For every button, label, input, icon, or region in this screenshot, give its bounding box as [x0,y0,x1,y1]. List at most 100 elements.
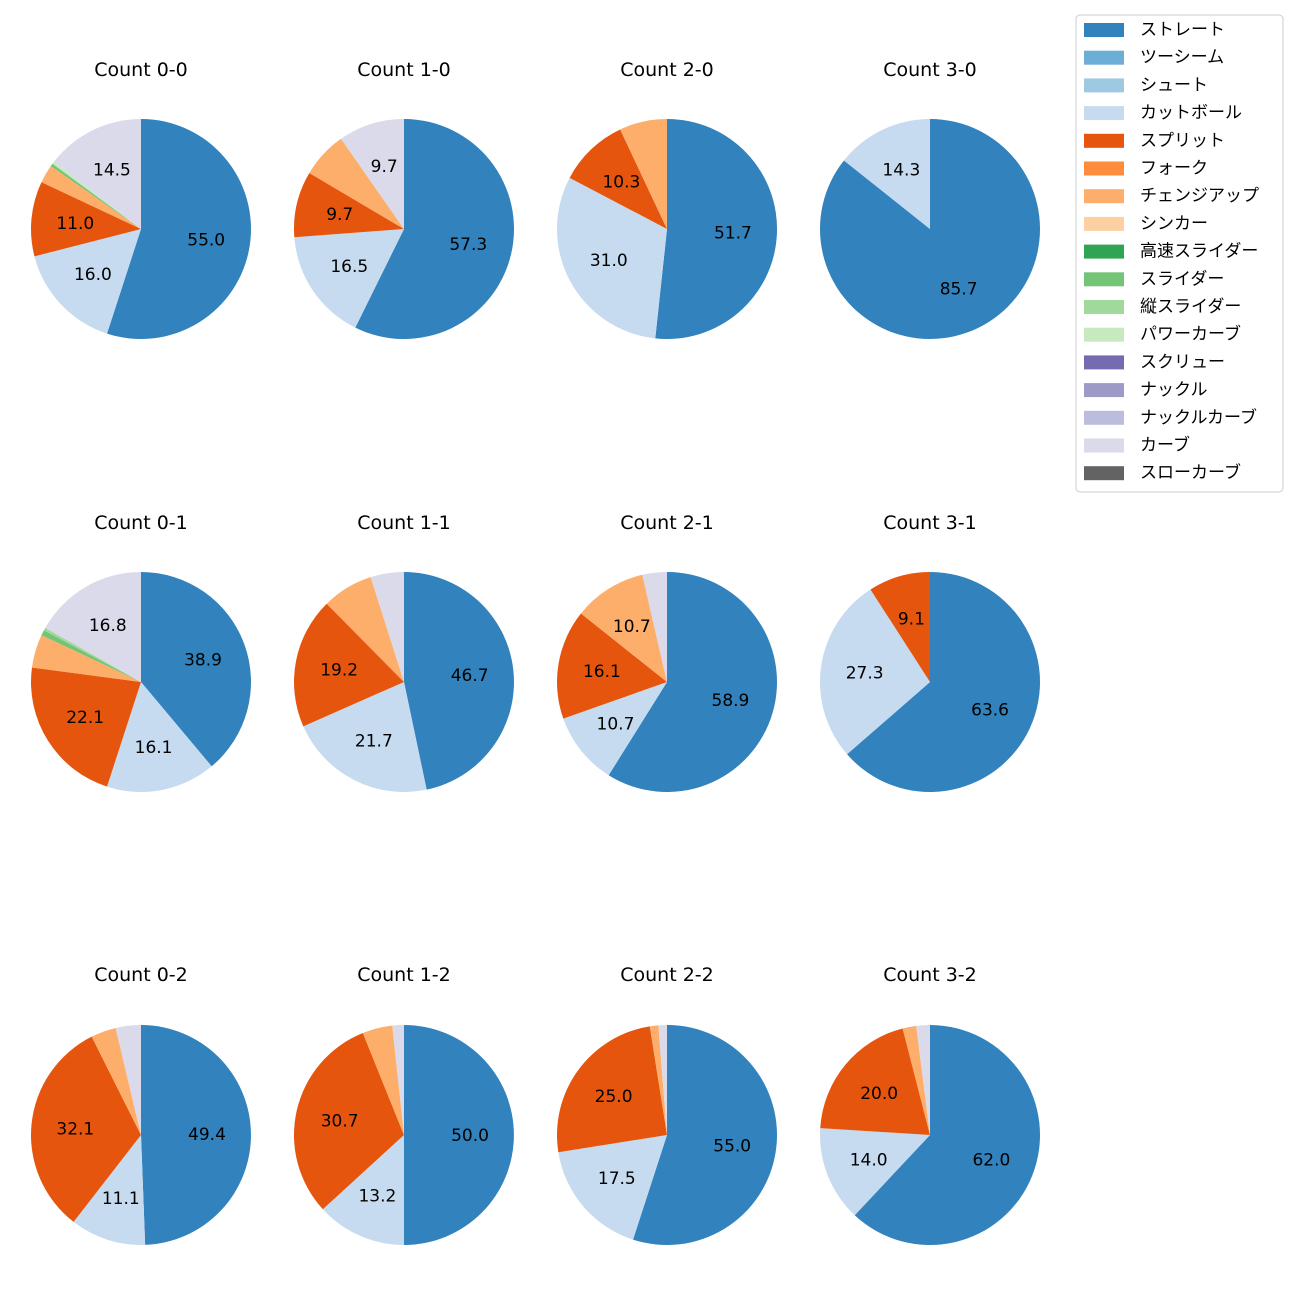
pie-slice [326,577,404,682]
pie-slice [558,1135,667,1240]
slice-label: 16.1 [583,662,621,682]
legend-swatch [1084,23,1124,37]
slice-label: 62.0 [972,1150,1010,1170]
slice-label: 57.3 [449,235,487,255]
pie-slice [294,229,404,328]
legend-label: 高速スライダー [1140,242,1258,262]
pie-slice [362,1025,404,1135]
legend-label: チェンジアップ [1140,186,1259,206]
chart-title: Count 1-1 [357,512,451,534]
pie-slice [115,1025,141,1135]
pie-chart: Count 0-2 49.4 11.1 32.1 [31,964,251,1245]
pie-slice [820,119,1041,340]
legend-swatch [1084,133,1124,148]
pie-slice [854,1025,1040,1245]
slice-label: 9.1 [898,610,925,630]
pie-slice [73,1135,146,1245]
pie-chart: Count 3-2 62.0 14.0 20.0 [820,964,1040,1245]
pie-slice [556,177,667,339]
legend-label: パワーカーブ [1140,324,1241,345]
chart-title: Count 3-2 [883,964,977,986]
legend-item: ストレート [1084,20,1225,40]
legend-label: ツーシーム [1140,48,1224,68]
legend-item: ナックル [1084,380,1208,400]
pie-chart: Count 2-1 58.9 10.7 16.1 10.7 [556,512,778,792]
legend-label: スライダー [1140,269,1224,289]
legend-label: スクリュー [1140,352,1225,372]
chart-title: Count 3-1 [883,512,977,534]
legend-item: カットボール [1084,103,1242,123]
legend-label: カーブ [1140,435,1190,456]
legend-swatch [1084,161,1124,176]
pie-slice [655,118,778,339]
legend-swatch [1084,410,1124,425]
slice-label: 9.7 [371,157,398,177]
pie-slice [45,572,141,682]
pie-slice [31,182,142,257]
pie-chart: Count 0-1 38.9 16.1 22.1 16.8 [31,512,251,793]
pie-chart: Count 2-2 55.0 17.5 25.0 [556,964,777,1245]
legend-label: ナックル [1140,380,1208,400]
legend-item: フォーク [1084,159,1208,179]
pie-slice [580,574,667,682]
pie-chart: Count 0-0 55.0 16.0 11.0 14.5 [31,59,251,339]
slice-label: 85.7 [940,279,978,299]
legend-swatch [1084,438,1124,453]
chart-title: Count 0-0 [94,59,188,81]
slice-label: 10.3 [602,172,640,192]
legend-item: 高速スライダー [1084,242,1258,262]
legend-label: ストレート [1140,20,1225,40]
slice-label: 49.4 [188,1125,226,1145]
pie-slice [31,1036,141,1222]
slice-label: 30.7 [321,1111,359,1131]
pie-slice [107,119,251,339]
legend-swatch [1084,355,1124,370]
slice-label: 46.7 [451,666,489,686]
legend-item: シュート [1084,75,1208,95]
legend-swatch [1084,78,1124,93]
legend-swatch [1084,272,1124,287]
pie-slice [31,667,142,787]
slice-label: 25.0 [595,1087,633,1107]
slice-label: 20.0 [860,1084,898,1104]
legend-swatch [1084,244,1124,259]
legend-item: スローカーブ [1084,462,1241,483]
pie-slice [141,572,251,767]
pie-slice [556,1026,667,1153]
pie-slice [41,166,141,229]
pie-chart: Count 1-2 50.0 13.2 30.7 [293,964,514,1246]
pie-slice [608,572,778,792]
pie-slice [309,138,404,229]
pie-slice [569,129,667,229]
pie-chart: Count 2-0 51.7 31.0 10.3 [556,59,778,339]
pie-chart: Count 3-0 85.7 14.3 [820,59,1041,340]
legend-item: シンカー [1084,214,1208,234]
chart-title: Count 2-2 [620,964,714,986]
pie-slice [870,572,930,682]
legend-item: スプリット [1084,131,1225,151]
pie-slice [902,1025,930,1135]
legend-item: スクリュー [1084,352,1225,372]
pie-slice [820,589,930,755]
legend-item: 縦スライダー [1084,297,1241,317]
pie-chart: Count 3-1 63.6 27.3 9.1 [820,512,1041,792]
pie-slice [52,161,141,229]
pie-slice [293,1032,404,1210]
slice-label: 11.1 [102,1189,140,1209]
legend-frame [1075,14,1284,493]
slice-label: 14.0 [850,1150,888,1170]
chart-title: Count 3-0 [883,59,977,81]
legend-label: シュート [1140,75,1208,95]
slice-label: 13.2 [358,1186,396,1206]
pie-slice [370,572,404,682]
chart-title: Count 2-1 [620,512,714,534]
legend-item: スライダー [1084,269,1224,289]
pie-slice [916,1025,930,1135]
pie-slice [50,163,142,229]
legend-swatch [1084,466,1124,481]
legend-label: カットボール [1140,103,1242,123]
legend-label: ナックルカーブ [1140,407,1257,428]
legend-swatch [1084,327,1124,342]
chart-title: Count 0-2 [94,964,188,986]
